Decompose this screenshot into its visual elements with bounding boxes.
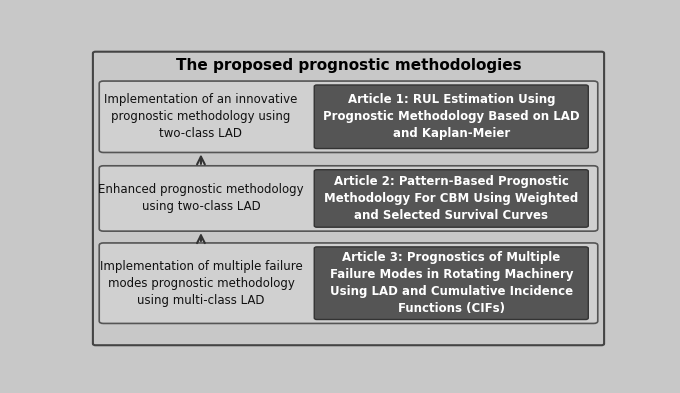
FancyBboxPatch shape	[99, 166, 598, 231]
Text: Enhanced prognostic methodology
using two-class LAD: Enhanced prognostic methodology using tw…	[98, 184, 304, 213]
FancyBboxPatch shape	[314, 85, 588, 149]
Text: Article 2: Pattern-Based Prognostic
Methodology For CBM Using Weighted
and Selec: Article 2: Pattern-Based Prognostic Meth…	[324, 175, 579, 222]
FancyBboxPatch shape	[99, 81, 598, 152]
FancyBboxPatch shape	[314, 170, 588, 227]
Text: Implementation of an innovative
prognostic methodology using
two-class LAD: Implementation of an innovative prognost…	[104, 93, 298, 140]
FancyBboxPatch shape	[99, 243, 598, 323]
FancyBboxPatch shape	[93, 52, 604, 345]
Text: The proposed prognostic methodologies: The proposed prognostic methodologies	[175, 58, 522, 73]
Text: Implementation of multiple failure
modes prognostic methodology
using multi-clas: Implementation of multiple failure modes…	[99, 260, 303, 307]
Text: Article 1: RUL Estimation Using
Prognostic Methodology Based on LAD
and Kaplan-M: Article 1: RUL Estimation Using Prognost…	[323, 93, 579, 140]
Text: Article 3: Prognostics of Multiple
Failure Modes in Rotating Machinery
Using LAD: Article 3: Prognostics of Multiple Failu…	[330, 251, 573, 315]
FancyBboxPatch shape	[314, 247, 588, 320]
